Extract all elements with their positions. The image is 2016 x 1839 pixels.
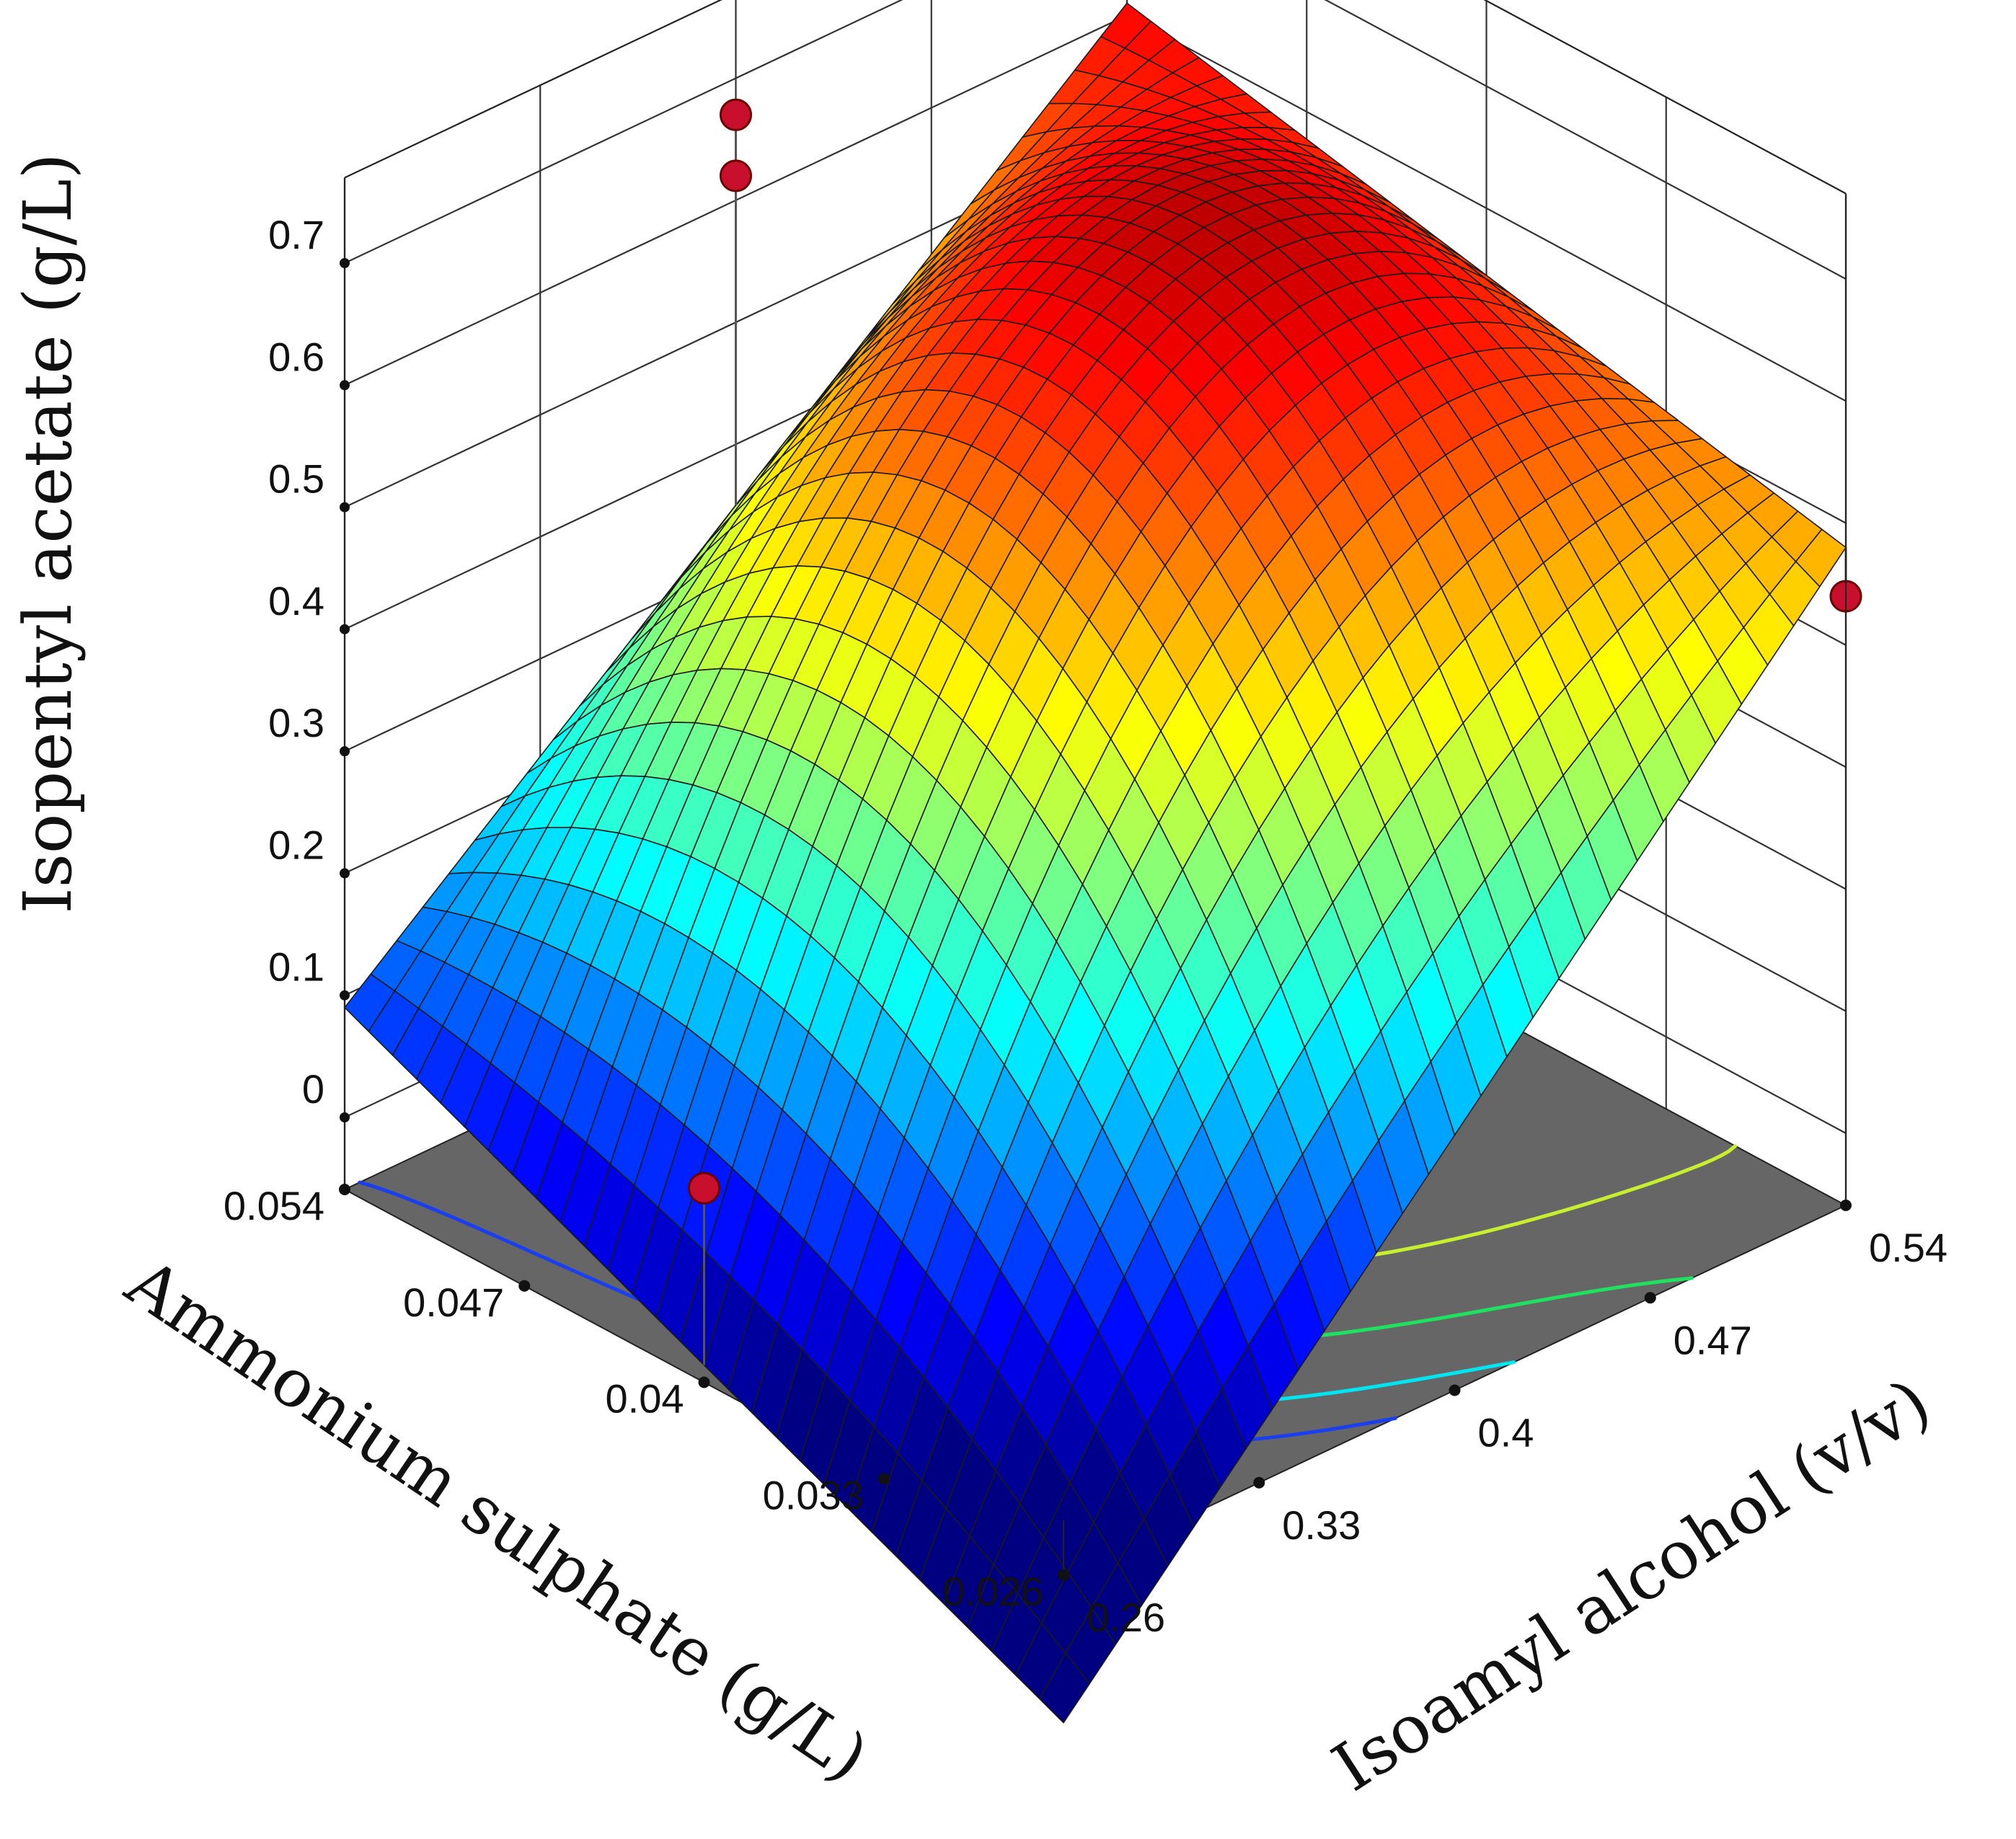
z-tick-mark (340, 624, 350, 634)
response-surface (344, 2, 1847, 1724)
y-tick-mark (1449, 1384, 1461, 1396)
x-tick-label: 0.033 (763, 1472, 864, 1517)
z-tick-mark (340, 380, 350, 391)
x-tick-label: 0.047 (403, 1280, 504, 1325)
y-tick-mark (1058, 1569, 1069, 1581)
y-tick-mark (1644, 1292, 1656, 1304)
y-tick-label: 0.54 (1869, 1225, 1948, 1270)
z-tick-mark (340, 502, 350, 513)
y-axis-title: Isoamyl alcohol (v/v) (1319, 1363, 1944, 1806)
x-tick-label: 0.04 (606, 1376, 684, 1422)
x-tick-mark (518, 1280, 531, 1292)
z-tick-mark (340, 746, 350, 757)
z-tick-label: 0.5 (268, 456, 324, 502)
x-tick-label: 0.054 (224, 1183, 324, 1228)
z-tick-mark (340, 868, 350, 879)
z-tick-mark (340, 258, 350, 268)
x-tick-label: 0.026 (942, 1569, 1043, 1614)
wall-gridline-z (344, 0, 1847, 280)
surface-cell (1039, 1652, 1090, 1724)
design-point (720, 98, 752, 131)
design-point (720, 159, 752, 192)
design-point (688, 1171, 720, 1205)
y-tick-mark (1253, 1476, 1265, 1489)
z-tick-label: 0.6 (268, 334, 324, 379)
x-tick-mark (339, 1184, 350, 1195)
z-tick-mark (340, 1112, 350, 1122)
y-tick-label: 0.4 (1478, 1410, 1534, 1455)
axes (339, 0, 1852, 1581)
z-tick-label: 0.4 (268, 578, 324, 624)
y-tick-label: 0.26 (1087, 1595, 1165, 1640)
top-edge-line (344, 0, 722, 179)
z-tick-label: 0.7 (268, 212, 324, 257)
z-axis-title: Isopentyl acetate (g/L) (9, 153, 87, 913)
z-tick-label: 0.1 (268, 944, 324, 990)
x-tick-mark (877, 1473, 890, 1485)
z-tick-label: 0 (302, 1066, 324, 1112)
z-tick-label: 0.3 (268, 700, 324, 745)
y-tick-mark (1840, 1200, 1852, 1211)
tick-labels: 0 0.1 0.2 0.3 0.4 0.5 0.6 0.7 0.054 0.047 0.04 0.03… (224, 212, 1948, 1640)
z-tick-label: 0.2 (268, 822, 324, 867)
top-edge-line (1483, 0, 1847, 195)
y-tick-label: 0.33 (1282, 1502, 1361, 1548)
x-tick-mark (698, 1376, 710, 1388)
y-tick-label: 0.47 (1674, 1317, 1752, 1362)
z-tick-mark (340, 990, 350, 1001)
